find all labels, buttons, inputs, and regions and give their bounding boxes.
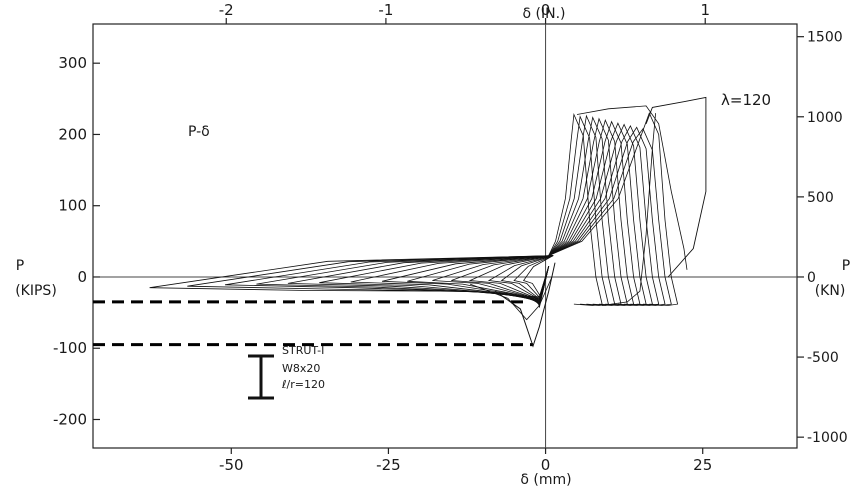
y-left-tick-label: -100	[53, 339, 87, 357]
i-beam-icon	[248, 354, 274, 400]
x-bottom-tick-labels: -50 -25 0 25	[219, 448, 712, 474]
y-left-tick-label: 0	[77, 268, 87, 286]
y-right-tick-label: 1500	[807, 30, 843, 46]
y-right-tick-label: -500	[807, 350, 839, 366]
y-left-tick-label: 300	[58, 54, 87, 72]
plot-border	[92, 23, 798, 449]
y-left-axis-label-symbol: P	[16, 258, 24, 274]
y-right-tick-label: 500	[807, 190, 834, 206]
reference-lines	[93, 300, 533, 347]
compression-branch	[522, 255, 554, 308]
y-right-tick-label: -1000	[807, 430, 848, 446]
y-left-axis-label-unit: (KIPS)	[15, 283, 57, 299]
legend-slenderness-label: ℓ/r=120	[281, 378, 325, 391]
x-top-tick-label: -2	[219, 1, 234, 19]
x-top-tick-label: -1	[378, 1, 393, 19]
y-left-tick-label: 100	[58, 197, 87, 215]
y-right-axis-label-symbol: P	[842, 258, 850, 274]
x-bottom-tick-label: -25	[376, 456, 401, 474]
x-bottom-tick-label: 25	[693, 456, 712, 474]
final-cycle-branch	[645, 96, 707, 278]
lambda-annotation: λ=120	[721, 91, 771, 109]
x-bottom-tick-label: 0	[541, 456, 551, 474]
y-right-tick-labels: 1500 1000 500 0 -500 -1000	[797, 30, 848, 446]
y-left-tick-label: 200	[58, 125, 87, 143]
specimen-legend: STRUT-I W8x20 ℓ/r=120	[248, 344, 325, 400]
final-cycle-branch	[576, 105, 688, 270]
tension-branch	[548, 126, 666, 306]
y-right-axis-label-unit: (KN)	[815, 283, 846, 299]
reload-branch	[602, 113, 656, 306]
plot-frame	[92, 23, 798, 449]
buckling-branch	[469, 276, 553, 321]
y-left-tick-label: -200	[53, 410, 87, 428]
x-bottom-tick-label: -50	[219, 456, 244, 474]
hysteresis-curves	[149, 96, 707, 348]
x-top-tick-label: 1	[700, 1, 710, 19]
legend-strut-label: STRUT-I	[282, 344, 324, 357]
compression-branch	[487, 255, 554, 307]
x-top-tick-label: 0	[541, 1, 551, 19]
initial-buckling-branch	[495, 262, 556, 348]
y-left-tick-labels: 300 200 100 0 -100 -200	[53, 54, 100, 428]
x-top-axis-label: δ (IN.)	[523, 6, 566, 22]
y-right-tick-label: 0	[807, 270, 816, 286]
panel-annotation: P-δ	[188, 124, 210, 140]
x-bottom-axis-label: δ (mm)	[520, 472, 571, 488]
tension-branch	[548, 112, 679, 306]
y-right-tick-label: 1000	[807, 110, 843, 126]
x-top-tick-labels: -2 -1 0 1	[219, 1, 710, 24]
legend-section-label: W8x20	[282, 362, 320, 375]
